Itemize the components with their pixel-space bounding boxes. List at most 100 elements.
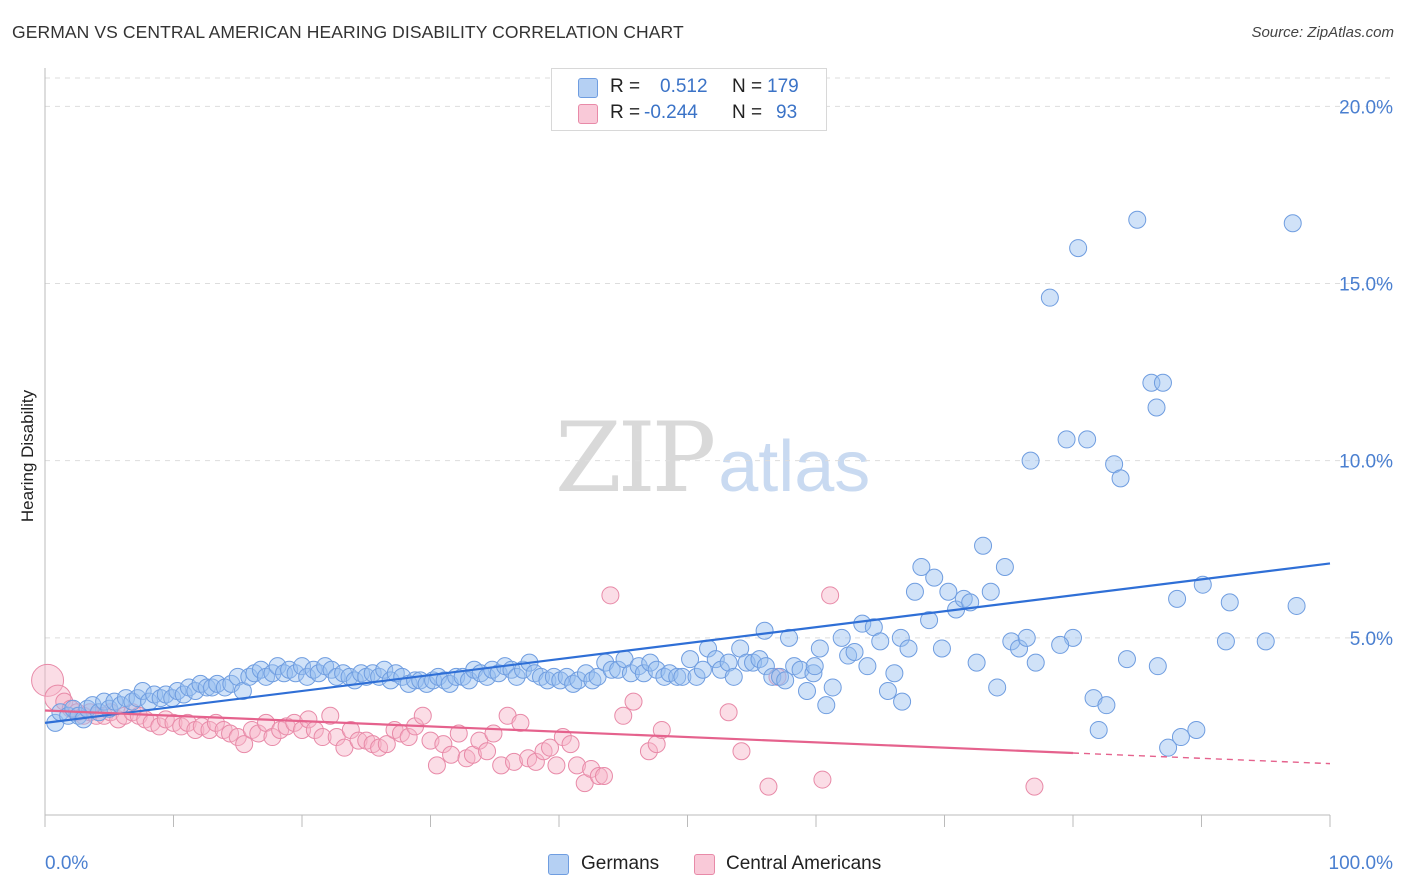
german-point xyxy=(621,664,640,683)
central-american-point xyxy=(567,756,586,775)
central-american-point xyxy=(732,742,751,761)
german-point xyxy=(1283,214,1302,233)
german-point xyxy=(1057,430,1076,449)
central-american-point xyxy=(349,731,368,750)
legend-row-germans: R = 0.512 N = 179 xyxy=(552,75,826,101)
central-american-point xyxy=(249,724,268,743)
chart-source: Source: ZipAtlas.com xyxy=(1251,24,1394,41)
y-tick-label: 5.0% xyxy=(1350,629,1393,650)
central-american-point xyxy=(321,706,340,725)
german-point xyxy=(750,650,769,669)
trendlines xyxy=(44,562,1331,765)
tick-labels: 5.0% 10.0% 15.0% 20.0% 0.0% 100.0% xyxy=(45,97,1393,874)
german-point xyxy=(1078,430,1097,449)
german-point xyxy=(988,678,1007,697)
german-point xyxy=(583,671,602,690)
german-point xyxy=(435,671,454,690)
central-american-point xyxy=(478,742,497,761)
legend-r-label: R = xyxy=(610,102,641,123)
central-american-point xyxy=(652,720,671,739)
german-point xyxy=(1069,239,1088,258)
german-point xyxy=(268,657,287,676)
german-point xyxy=(912,557,931,576)
central-american-point xyxy=(434,735,453,754)
y-tick-label: 15.0% xyxy=(1339,275,1393,296)
legend-n-label: N = xyxy=(732,102,763,123)
german-point xyxy=(1051,635,1070,654)
legend-r-value: 0.512 xyxy=(660,76,708,97)
german-point xyxy=(304,660,323,679)
central-american-point xyxy=(150,717,169,736)
germans-trendline xyxy=(44,562,1331,724)
german-point xyxy=(693,660,712,679)
central-american-point xyxy=(55,692,74,711)
central-american-point xyxy=(601,586,620,605)
german-point xyxy=(885,664,904,683)
central-american-point xyxy=(427,756,446,775)
german-point xyxy=(1097,696,1116,715)
legend-r-label: R = xyxy=(610,76,641,97)
german-point xyxy=(1216,632,1235,651)
german-point xyxy=(1153,373,1172,392)
y-tick-label: 10.0% xyxy=(1339,452,1393,473)
german-point xyxy=(1220,593,1239,612)
german-point xyxy=(804,664,823,683)
central-american-point xyxy=(399,728,418,747)
german-point xyxy=(673,667,692,686)
german-point xyxy=(1168,589,1187,608)
german-point xyxy=(891,628,910,647)
central-american-point xyxy=(413,706,432,725)
german-point xyxy=(197,678,216,697)
central-american-point xyxy=(624,692,643,711)
central-american-point xyxy=(526,752,545,771)
central-american-point xyxy=(178,713,197,732)
german-point xyxy=(507,667,526,686)
german-point xyxy=(995,557,1014,576)
central-american-point xyxy=(442,745,461,764)
central-american-point xyxy=(547,756,566,775)
central-americans-swatch xyxy=(694,854,715,875)
german-point xyxy=(286,664,305,683)
german-point xyxy=(853,614,872,633)
german-point xyxy=(899,639,918,658)
german-point xyxy=(871,632,890,651)
german-point xyxy=(1002,632,1021,651)
axes xyxy=(44,68,1331,827)
german-point xyxy=(724,667,743,686)
legend-row-central-americans: R = -0.244 N = 93 xyxy=(552,101,826,127)
german-point xyxy=(845,643,864,662)
central-american-point xyxy=(470,731,489,750)
german-point xyxy=(932,639,951,658)
german-point xyxy=(1256,632,1275,651)
german-point xyxy=(925,568,944,587)
german-point xyxy=(514,660,533,679)
y-tick-label: 20.0% xyxy=(1339,97,1393,118)
german-point xyxy=(564,674,583,693)
central-american-point xyxy=(813,770,832,789)
central-american-point xyxy=(614,706,633,725)
x-tick-label: 100.0% xyxy=(1329,853,1394,874)
germans-swatch xyxy=(548,854,569,875)
central-american-point xyxy=(589,767,608,786)
legend-r-value: -0.244 xyxy=(644,102,698,123)
german-point xyxy=(1187,720,1206,739)
legend-swatch-pink xyxy=(578,104,598,124)
central-american-point xyxy=(263,728,282,747)
german-point xyxy=(719,653,738,672)
central-american-point xyxy=(235,735,254,754)
german-point xyxy=(298,667,317,686)
german-point xyxy=(569,671,588,690)
grid-lines xyxy=(45,77,1393,639)
central-americans-label: Central Americans xyxy=(726,853,882,874)
central-american-point xyxy=(377,735,396,754)
german-point xyxy=(823,678,842,697)
correlation-legend: R = 0.512 N = 179 R = -0.244 N = 93 xyxy=(551,68,827,131)
german-point xyxy=(1117,650,1136,669)
central-american-point xyxy=(1025,777,1044,796)
germans-points xyxy=(46,210,1306,757)
german-point xyxy=(668,667,687,686)
german-point xyxy=(1147,398,1166,417)
german-point xyxy=(203,678,222,697)
german-point xyxy=(776,671,795,690)
